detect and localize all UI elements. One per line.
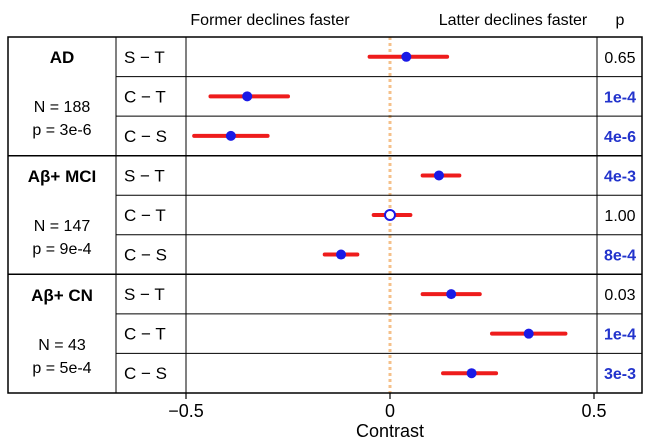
estimate-point — [242, 91, 253, 102]
group-ad-name: AD — [50, 48, 75, 67]
group-mci-n: N = 147 — [34, 218, 91, 235]
comparison-label: C − S — [124, 127, 167, 146]
p-value: 0.65 — [604, 50, 635, 67]
p-value: 4e-6 — [604, 129, 636, 146]
group-cn-p: p = 5e-4 — [32, 360, 91, 377]
group-cn-name: Aβ+ CN — [31, 286, 93, 305]
estimate-point — [384, 209, 396, 221]
estimate-point — [446, 289, 457, 300]
estimate-point — [466, 368, 477, 379]
forest-rows: S − T 0.65 C − T 1e-4 C − S 4e-6 S − T 4e-3 C − … — [124, 48, 636, 383]
x-tick-label: 0.5 — [581, 401, 606, 421]
header-right-label: Latter declines faster — [439, 12, 588, 29]
x-tick-label: −0.5 — [168, 401, 204, 421]
p-value: 1e-4 — [604, 327, 636, 344]
group-cn-n: N = 43 — [38, 337, 86, 354]
estimate-point — [225, 130, 236, 141]
group-ad-n: N = 188 — [34, 99, 91, 116]
p-value: 3e-3 — [604, 366, 636, 383]
table-outer-border — [7, 36, 643, 394]
comparison-label: C − T — [124, 206, 166, 225]
x-axis-label: Contrast — [356, 421, 424, 440]
comparison-label: C − S — [124, 246, 167, 265]
comparison-label: S − T — [124, 48, 165, 67]
group-mci-p: p = 9e-4 — [32, 241, 91, 258]
comparison-label: C − S — [124, 364, 167, 383]
comparison-label: C − T — [124, 325, 166, 344]
p-column-header: p — [616, 12, 625, 29]
p-value: 1.00 — [604, 208, 635, 225]
estimate-point — [523, 328, 534, 339]
p-value: 0.03 — [604, 287, 635, 304]
group-mci-name: Aβ+ MCI — [28, 167, 96, 186]
group-ad-p: p = 3e-6 — [32, 122, 91, 139]
comparison-label: C − T — [124, 87, 166, 106]
p-value: 1e-4 — [604, 89, 636, 106]
estimate-point — [336, 249, 347, 260]
estimate-point — [401, 51, 412, 62]
estimate-point — [433, 170, 444, 181]
x-tick-label: 0 — [385, 401, 395, 421]
p-value: 4e-3 — [604, 168, 636, 185]
x-axis: −0.5 0 0.5 — [168, 393, 607, 421]
comparison-label: S − T — [124, 166, 165, 185]
comparison-label: S − T — [124, 285, 165, 304]
header-left-label: Former declines faster — [190, 12, 350, 29]
p-value: 8e-4 — [604, 248, 636, 265]
